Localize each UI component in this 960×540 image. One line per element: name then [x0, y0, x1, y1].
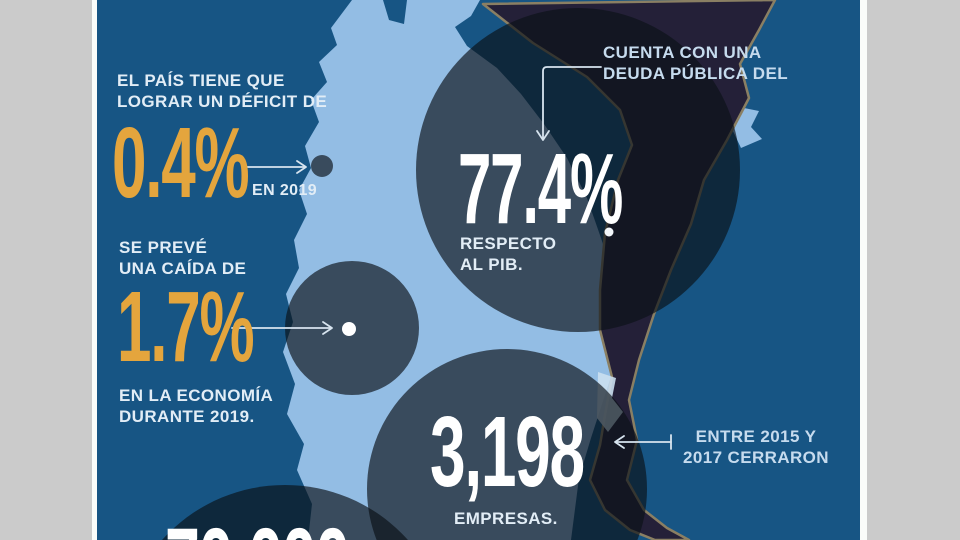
gdp-intro: SE PREVÉ UNA CAÍDA DE	[119, 237, 246, 279]
deficit-arrow	[245, 160, 307, 174]
letterbox-left	[0, 0, 97, 540]
gdp-arrow	[231, 321, 333, 335]
deficit-intro-line2: LOGRAR UN DÉFICIT DE	[117, 92, 328, 111]
companies-caption: EMPRESAS.	[454, 509, 558, 528]
deficit-dot-bubble	[311, 155, 333, 177]
gdp-intro-line1: SE PREVÉ	[119, 238, 208, 257]
deficit-intro-line1: EL PAÍS TIENE QUE	[117, 71, 285, 90]
gdp-outro-line1: EN LA ECONOMÍA	[119, 386, 274, 405]
debt-value: 77.4%	[458, 133, 623, 245]
companies-label: ENTRE 2015 Y 2017 CERRARON	[660, 426, 852, 468]
companies-bubble	[367, 349, 647, 540]
companies-label-line1: ENTRE 2015 Y	[695, 427, 817, 446]
gdp-intro-line2: UNA CAÍDA DE	[119, 259, 247, 278]
gdp-outro: EN LA ECONOMÍA DURANTE 2019.	[119, 385, 273, 427]
gdp-marker-dot	[342, 322, 356, 336]
map-marker-dot	[604, 227, 614, 237]
bottom-left-bubble	[162, 485, 408, 540]
bottom-partial-value: 70.000	[165, 515, 350, 540]
companies-arrow	[614, 434, 672, 450]
debt-label-line2: DEUDA PÚBLICA DEL	[603, 64, 788, 83]
debt-caption-line1: RESPECTO	[460, 234, 557, 253]
debt-caption: RESPECTO AL PIB.	[460, 233, 556, 275]
letterbox-right	[860, 0, 960, 540]
gdp-value: 1.7%	[117, 271, 255, 383]
debt-bracket-arrow	[536, 66, 602, 141]
deficit-intro: EL PAÍS TIENE QUE LOGRAR UN DÉFICIT DE	[117, 70, 327, 112]
companies-label-line2: 2017 CERRARON	[683, 448, 829, 467]
companies-value: 3,198	[430, 396, 585, 508]
gdp-outro-line2: DURANTE 2019.	[119, 407, 255, 426]
debt-caption-line2: AL PIB.	[460, 255, 523, 274]
debt-label-line1: CUENTA CON UNA	[603, 43, 762, 62]
debt-label: CUENTA CON UNA DEUDA PÚBLICA DEL	[603, 42, 788, 84]
deficit-when: EN 2019	[252, 182, 318, 199]
debt-bubble	[416, 8, 740, 332]
deficit-value: 0.4%	[112, 107, 250, 219]
